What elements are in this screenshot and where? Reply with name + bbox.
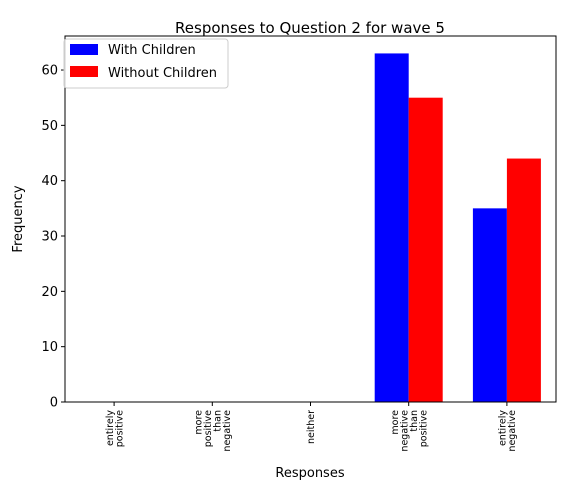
legend-label-with-children: With Children (108, 43, 196, 58)
x-tick-label: morenegativethanpositive (390, 410, 430, 452)
bars-group (374, 53, 541, 403)
x-tick-label-line: neither (306, 410, 317, 444)
x-tick-label-line: positive (114, 410, 125, 447)
y-tick-label: 10 (41, 340, 58, 355)
bar-series-0-cat-3 (374, 53, 409, 403)
bar-series-1-cat-4 (506, 158, 541, 402)
x-tick-label-line: entirely (105, 410, 116, 446)
legend-box (63, 38, 229, 89)
x-tick-label-line: more (390, 410, 401, 435)
y-tick-label: 60 (41, 64, 58, 79)
y-tick-label: 30 (41, 230, 58, 245)
x-tick-label: entirelypositive (105, 410, 126, 448)
x-tick-label: entirelynegative (498, 410, 519, 452)
x-tick-label: morepositivethannegative (194, 410, 234, 452)
x-tick-label-line: than (409, 410, 420, 432)
x-axis: entirelypositive morepositivethannegative… (105, 402, 518, 452)
x-tick-label-line: positive (418, 410, 429, 447)
y-tick-label: 0 (50, 396, 58, 411)
x-tick-label-line: entirely (498, 410, 509, 446)
y-tick-label: 40 (41, 174, 58, 189)
legend: With Children Without Children (63, 38, 229, 89)
y-tick-label: 50 (41, 119, 58, 134)
x-tick-label-line: more (194, 410, 205, 435)
y-axis: 0 10 20 30 40 50 60 (41, 64, 65, 411)
bar-series-0-cat-4 (472, 208, 507, 402)
x-tick-label-line: negative (222, 410, 233, 452)
x-tick-label-line: negative (399, 410, 410, 452)
legend-swatch-without-children (70, 66, 98, 77)
x-tick-label-line: positive (203, 410, 214, 447)
chart-title: Responses to Question 2 for wave 5 (175, 19, 445, 37)
x-tick-label-line: negative (507, 410, 518, 452)
y-axis-label: Frequency (11, 185, 26, 252)
y-tick-label: 20 (41, 285, 58, 300)
bar-series-1-cat-3 (408, 97, 443, 402)
legend-swatch-with-children (70, 44, 98, 55)
x-tick-label: neither (306, 410, 317, 444)
x-axis-label: Responses (275, 466, 344, 481)
legend-label-without-children: Without Children (108, 66, 217, 81)
x-tick-label-line: than (213, 410, 224, 432)
